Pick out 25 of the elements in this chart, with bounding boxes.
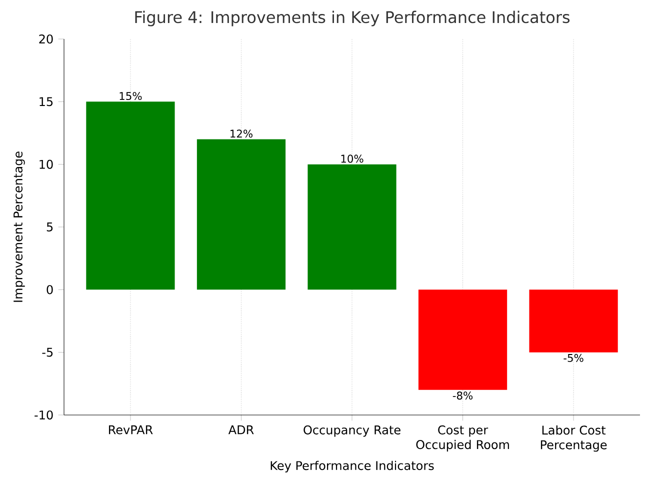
y-tick-label: 10 (40, 160, 53, 169)
x-tick-label: Cost per Occupied Room (416, 425, 509, 452)
bar (196, 139, 286, 290)
data-label: -5% (564, 354, 584, 362)
x-tick-label: ADR (228, 425, 254, 434)
data-label: -8% (452, 392, 473, 400)
x-axis-title: Key Performance Indicators (270, 460, 434, 472)
bar (418, 290, 508, 390)
data-label: 12% (230, 130, 252, 138)
y-axis-title: Improvement Percentage (14, 152, 25, 302)
y-tick-label: 20 (39, 34, 53, 44)
bar (308, 164, 396, 290)
x-tick-label: Occupancy Rate (304, 425, 400, 437)
x-tick-label: Labor Cost Percentage (540, 425, 607, 452)
bar (529, 290, 618, 352)
x-tick-label: RevPAR (108, 425, 153, 434)
y-tick-label: 0 (46, 285, 53, 294)
y-tick-label: 5 (46, 222, 53, 232)
y-tick-label: -10 (34, 410, 53, 420)
y-tick-label: -5 (42, 348, 53, 357)
data-label: 10% (341, 154, 364, 163)
data-label: 15% (120, 92, 142, 100)
bar (86, 102, 175, 290)
y-tick-label: 15 (40, 97, 53, 106)
chart-title: Figure 4: Improvements in Key Performance Indicators (135, 10, 570, 26)
